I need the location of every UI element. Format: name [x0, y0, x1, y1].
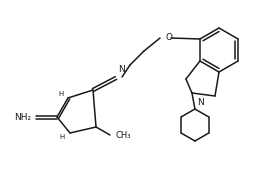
Text: H: H	[59, 134, 65, 140]
Text: O: O	[165, 33, 172, 41]
Text: NH₂: NH₂	[14, 113, 31, 121]
Text: N: N	[118, 65, 125, 74]
Text: N: N	[197, 98, 204, 107]
Text: H: H	[58, 91, 64, 97]
Text: CH₃: CH₃	[115, 131, 130, 141]
